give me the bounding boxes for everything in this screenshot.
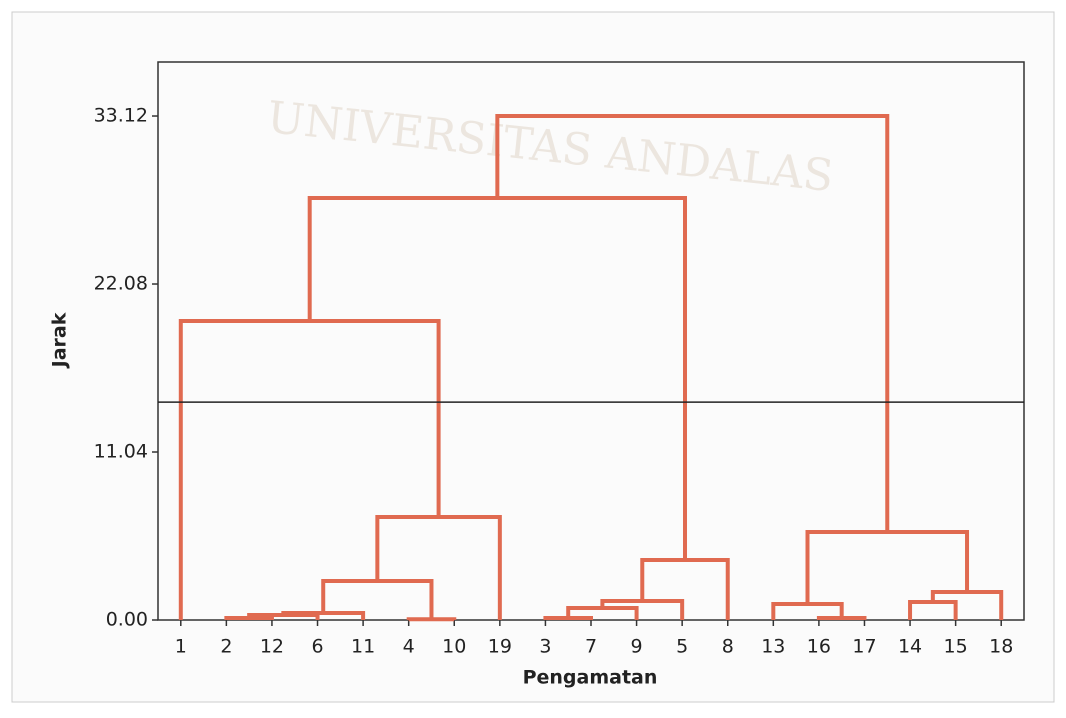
dendrogram-link — [566, 605, 639, 620]
x-tick-label: 19 — [488, 636, 512, 658]
dendrogram-link — [178, 318, 441, 620]
page-frame — [11, 11, 1055, 703]
dendrogram-link — [640, 558, 730, 620]
x-tick-label: 13 — [761, 636, 785, 658]
x-tick-label: 1 — [175, 636, 187, 658]
x-tick-label: 7 — [585, 636, 597, 658]
x-tick-label: 4 — [403, 636, 415, 658]
dendrogram-link — [816, 616, 867, 621]
x-tick-label: 14 — [898, 636, 922, 658]
y-tick-label: 22.08 — [94, 273, 148, 295]
x-tick-label: 11 — [351, 636, 375, 658]
dendrogram-link — [224, 616, 274, 621]
x-tick-label: 3 — [539, 636, 551, 658]
dendrogram-link — [805, 530, 970, 605]
y-tick-label: 33.12 — [94, 105, 148, 127]
dendrogram-link — [406, 617, 457, 622]
dendrogram-link — [543, 616, 593, 621]
x-tick-label: 2 — [220, 636, 232, 658]
x-tick-label: 16 — [807, 636, 831, 658]
y-axis-label: Jarak — [49, 312, 71, 369]
x-tick-label: 12 — [260, 636, 284, 658]
x-tick-label: 18 — [989, 636, 1013, 658]
x-axis-label: Pengamatan — [523, 667, 658, 689]
x-tick-label: 5 — [676, 636, 688, 658]
x-tick-label: 17 — [852, 636, 876, 658]
x-tick-label: 15 — [944, 636, 968, 658]
x-tick-label: 10 — [442, 636, 466, 658]
x-tick-label: 8 — [722, 636, 734, 658]
x-tick-label: 6 — [311, 636, 323, 658]
y-tick-label: 0.00 — [106, 609, 148, 631]
y-tick-label: 11.04 — [94, 441, 148, 463]
dendrogram-link — [495, 114, 890, 533]
x-tick-label: 9 — [631, 636, 643, 658]
